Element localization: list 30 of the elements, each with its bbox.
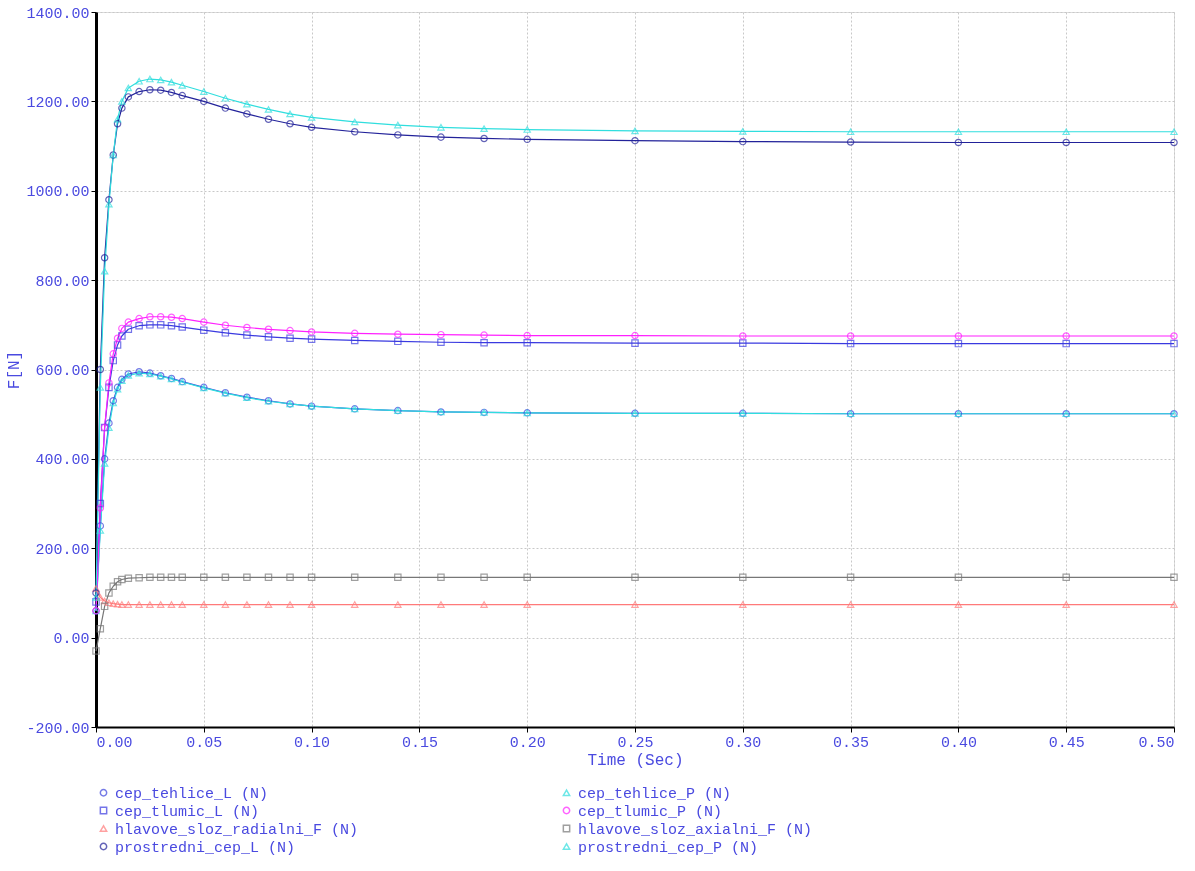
x-tick-label: 0.25 bbox=[617, 734, 654, 752]
y-axis-title: F[N] bbox=[6, 350, 25, 390]
x-tick-label: 0.10 bbox=[294, 734, 331, 752]
y-tick-label: 1000.00 bbox=[26, 184, 90, 202]
legend-label: cep_tlumic_L (N) bbox=[115, 803, 260, 821]
y-tick-label: -200.00 bbox=[26, 720, 90, 738]
x-tick-label: 0.40 bbox=[940, 734, 977, 752]
y-tick-label: 1400.00 bbox=[26, 5, 90, 23]
legend-label: prostredni_cep_L (N) bbox=[115, 839, 296, 857]
y-tick-label: 200.00 bbox=[35, 541, 90, 559]
y-tick-label: 600.00 bbox=[35, 363, 90, 380]
x-tick-label: 0.20 bbox=[509, 734, 546, 752]
y-tick-label: 0.00 bbox=[53, 631, 90, 649]
x-tick-label: 0.00 bbox=[96, 734, 133, 752]
x-tick-label: 0.30 bbox=[725, 734, 762, 752]
x-tick-label: 0.45 bbox=[1048, 734, 1085, 752]
legend-label: cep_tehlice_P (N) bbox=[578, 785, 732, 803]
legend-label: cep_tlumic_P (N) bbox=[578, 803, 723, 821]
legend-label: hlavove_sloz_axialni_F (N) bbox=[578, 821, 813, 839]
y-tick-label: 400.00 bbox=[35, 452, 90, 470]
y-tick-label: 800.00 bbox=[35, 273, 90, 291]
x-tick-label: 0.15 bbox=[401, 734, 438, 752]
x-tick-label: 0.50 bbox=[1138, 734, 1175, 752]
legend-label: hlavove_sloz_radialni_F (N) bbox=[115, 821, 359, 839]
x-axis-title: Time (Sec) bbox=[587, 751, 684, 770]
x-tick-label: 0.35 bbox=[833, 734, 870, 752]
legend-label: prostredni_cep_P (N) bbox=[578, 839, 759, 857]
x-tick-label: 0.05 bbox=[186, 734, 223, 752]
legend-label: cep_tehlice_L (N) bbox=[115, 785, 269, 803]
y-tick-label: 1200.00 bbox=[26, 94, 90, 112]
